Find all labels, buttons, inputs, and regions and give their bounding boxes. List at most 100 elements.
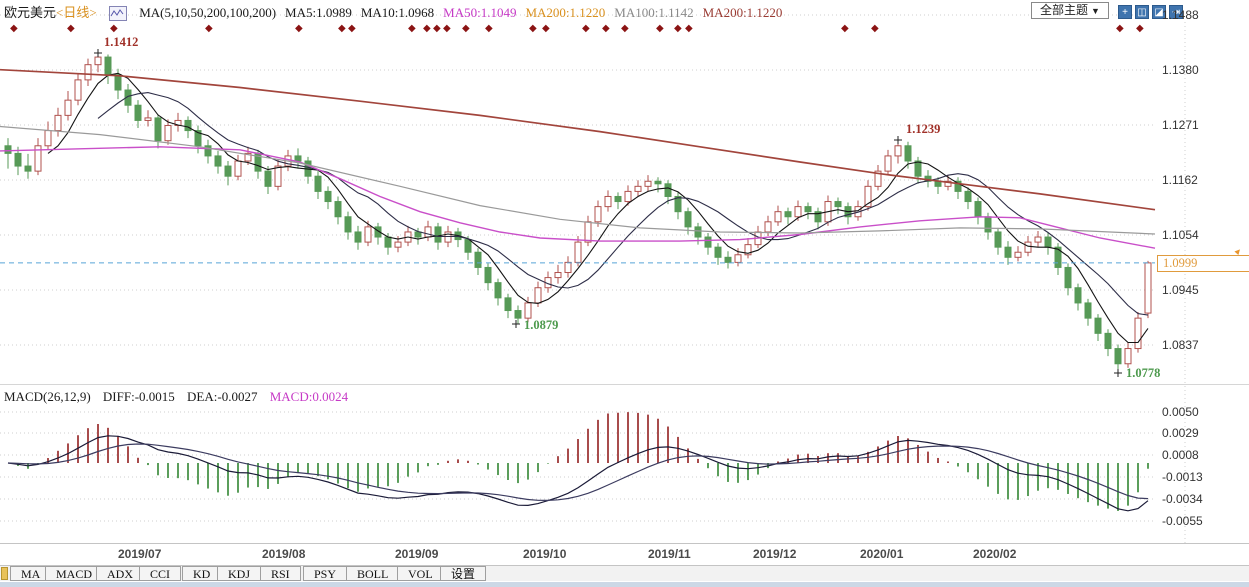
macd-axis-label: -0.0034 bbox=[1162, 492, 1203, 506]
price-axis-label: 1.0945 bbox=[1162, 283, 1199, 297]
macd-diff-line bbox=[7, 435, 1149, 512]
event-diamond-icon[interactable]: ◆ bbox=[621, 23, 629, 34]
event-diamond-icon[interactable]: ◆ bbox=[205, 23, 213, 34]
date-axis-label: 2019/08 bbox=[262, 547, 306, 561]
annotation-price-label: 1.1239 bbox=[906, 122, 941, 136]
zoom-area-tool-icon[interactable]: ◫ bbox=[1135, 5, 1149, 19]
event-diamond-icon[interactable]: ◆ bbox=[685, 23, 693, 34]
event-diamond-icon[interactable]: ◆ bbox=[602, 23, 610, 34]
date-axis: 2019/07 2019/08 2019/09 2019/10 2019/11 2019/… bbox=[0, 544, 1249, 565]
date-axis-label: 2019/09 bbox=[395, 547, 439, 561]
toolbar-tab-kd[interactable]: KD bbox=[182, 566, 222, 581]
crosshair-tool-icon[interactable]: + bbox=[1118, 5, 1132, 19]
event-diamond-icon[interactable]: ◆ bbox=[841, 23, 849, 34]
chart-header: 欧元美元<日线> MA(5,10,50,200,100,200) MA5:1.09… bbox=[4, 2, 791, 21]
period-label: <日线> bbox=[56, 5, 97, 20]
theme-dropdown-label: 全部主题 bbox=[1040, 3, 1089, 17]
event-diamond-icon[interactable]: ◆ bbox=[443, 23, 451, 34]
toolbar-tab-kdj[interactable]: KDJ bbox=[217, 566, 262, 581]
event-diamond-icon[interactable]: ◆ bbox=[67, 23, 75, 34]
toolbar-top-border bbox=[0, 565, 1249, 566]
event-diamond-icon[interactable]: ◆ bbox=[423, 23, 431, 34]
indicator-toolbar: MA MACD ADX CCI KD KDJ RSI PSY BOLL VOL 设置 bbox=[0, 566, 1249, 581]
price-axis-label: 1.1054 bbox=[1162, 228, 1199, 242]
window-bottom-strip bbox=[0, 582, 1249, 587]
event-diamond-icon[interactable]: ◆ bbox=[582, 23, 590, 34]
theme-dropdown[interactable]: 全部主题 ▼ bbox=[1031, 2, 1109, 19]
ma-config-label: MA(5,10,50,200,100,200) bbox=[139, 5, 277, 20]
diff-value-label: DIFF:-0.0015 bbox=[102, 389, 175, 404]
macd-axis-label: -0.0013 bbox=[1162, 470, 1203, 484]
current-price-badge: 1.0999 bbox=[1157, 254, 1249, 272]
ma-value-label: MA200:1.1220 bbox=[525, 5, 606, 20]
date-axis-label: 2019/10 bbox=[523, 547, 567, 561]
date-axis-label: 2019/12 bbox=[753, 547, 797, 561]
price-axis-label: 1.1162 bbox=[1162, 173, 1198, 187]
chevron-down-icon: ▼ bbox=[1091, 6, 1100, 16]
pan-right-tool-icon[interactable]: ⇥ bbox=[1169, 5, 1183, 19]
date-axis-label: 2019/07 bbox=[118, 547, 162, 561]
toolbar-tab-rsi[interactable]: RSI bbox=[260, 566, 301, 581]
price-axis-label: 1.0837 bbox=[1162, 338, 1199, 352]
macd-params-label: MACD(26,12,9) bbox=[4, 389, 91, 404]
toolbar-tab-settings[interactable]: 设置 bbox=[440, 566, 487, 581]
date-axis-label: 2020/01 bbox=[860, 547, 904, 561]
event-diamond-icon[interactable]: ◆ bbox=[674, 23, 682, 34]
event-diamond-icon[interactable]: ◆ bbox=[338, 23, 346, 34]
macd-header: MACD(26,12,9) DIFF:-0.0015 DEA:-0.0027 M… bbox=[4, 389, 357, 405]
axis-zoom-tool-icon[interactable]: ◪ bbox=[1152, 5, 1166, 19]
event-diamond-icon[interactable]: ◆ bbox=[348, 23, 356, 34]
price-axis-label: 1.1271 bbox=[1162, 118, 1199, 132]
toolbar-corner-icon bbox=[1, 567, 8, 580]
event-diamond-icon[interactable]: ◆ bbox=[1136, 23, 1144, 34]
overlay-line-ma100 bbox=[0, 125, 1156, 235]
toolbar-tab-adx[interactable]: ADX bbox=[96, 566, 144, 581]
price-axis-label: 1.1380 bbox=[1162, 63, 1199, 77]
macd-dea-line bbox=[7, 443, 1149, 502]
event-diamond-icon[interactable]: ◆ bbox=[295, 23, 303, 34]
toolbar-tab-boll[interactable]: BOLL bbox=[346, 566, 400, 581]
toolbar-tab-vol[interactable]: VOL bbox=[397, 566, 444, 581]
price-axis-label: 1.1488 bbox=[1162, 8, 1199, 22]
macd-axis-label: 0.0008 bbox=[1162, 448, 1199, 462]
date-axis-label: 2019/11 bbox=[648, 547, 691, 561]
overlay-line-ma50 bbox=[0, 146, 1156, 249]
symbol-title: 欧元美元 bbox=[4, 5, 57, 20]
event-diamond-icon[interactable]: ◆ bbox=[462, 23, 470, 34]
event-diamond-icon[interactable]: ◆ bbox=[110, 23, 118, 34]
annotation-price-label: 1.1412 bbox=[104, 35, 139, 49]
date-axis-label: 2020/02 bbox=[973, 547, 1017, 561]
toolbar-tab-psy[interactable]: PSY bbox=[303, 566, 348, 581]
overlay-line-ma200 bbox=[0, 68, 1156, 211]
event-diamond-icon[interactable]: ◆ bbox=[529, 23, 537, 34]
macd-histogram-group bbox=[17, 412, 1149, 511]
ma-value-label: MA200:1.1220 bbox=[702, 5, 783, 20]
toolbar-tab-cci[interactable]: CCI bbox=[139, 566, 182, 581]
annotation-price-label: 1.0778 bbox=[1126, 366, 1161, 380]
event-diamond-icon[interactable]: ◆ bbox=[871, 23, 879, 34]
ma-value-label: MA100:1.1142 bbox=[614, 5, 694, 20]
event-diamond-icon[interactable]: ◆ bbox=[542, 23, 550, 34]
panel-divider bbox=[0, 384, 1249, 385]
dea-value-label: DEA:-0.0027 bbox=[187, 389, 258, 404]
ma-value-label: MA50:1.1049 bbox=[443, 5, 517, 20]
xaxis-top-border bbox=[0, 543, 1249, 544]
ma-value-label: MA10:1.0968 bbox=[360, 5, 435, 20]
macd-axis-label: -0.0055 bbox=[1162, 514, 1203, 528]
macd-axis-label: 0.0050 bbox=[1162, 405, 1199, 419]
ma-value-label: MA5:1.0989 bbox=[285, 5, 352, 20]
macd-value-label: MACD:0.0024 bbox=[269, 389, 349, 404]
toolbar-tab-macd[interactable]: MACD bbox=[45, 566, 104, 581]
event-diamond-icon[interactable]: ◆ bbox=[408, 23, 416, 34]
event-diamond-icon[interactable]: ◆ bbox=[656, 23, 664, 34]
event-diamond-icon[interactable]: ◆ bbox=[433, 23, 441, 34]
annotation-price-label: 1.0879 bbox=[524, 318, 559, 332]
macd-axis-label: 0.0029 bbox=[1162, 426, 1199, 440]
event-diamond-icon[interactable]: ◆ bbox=[1116, 23, 1124, 34]
event-diamond-icon[interactable]: ◆ bbox=[10, 23, 18, 34]
chart-toolbar-icons: + ◫ ◪ ⇥ bbox=[1118, 2, 1186, 20]
event-diamond-icon[interactable]: ◆ bbox=[485, 23, 493, 34]
kline-chart-icon[interactable] bbox=[108, 6, 127, 21]
